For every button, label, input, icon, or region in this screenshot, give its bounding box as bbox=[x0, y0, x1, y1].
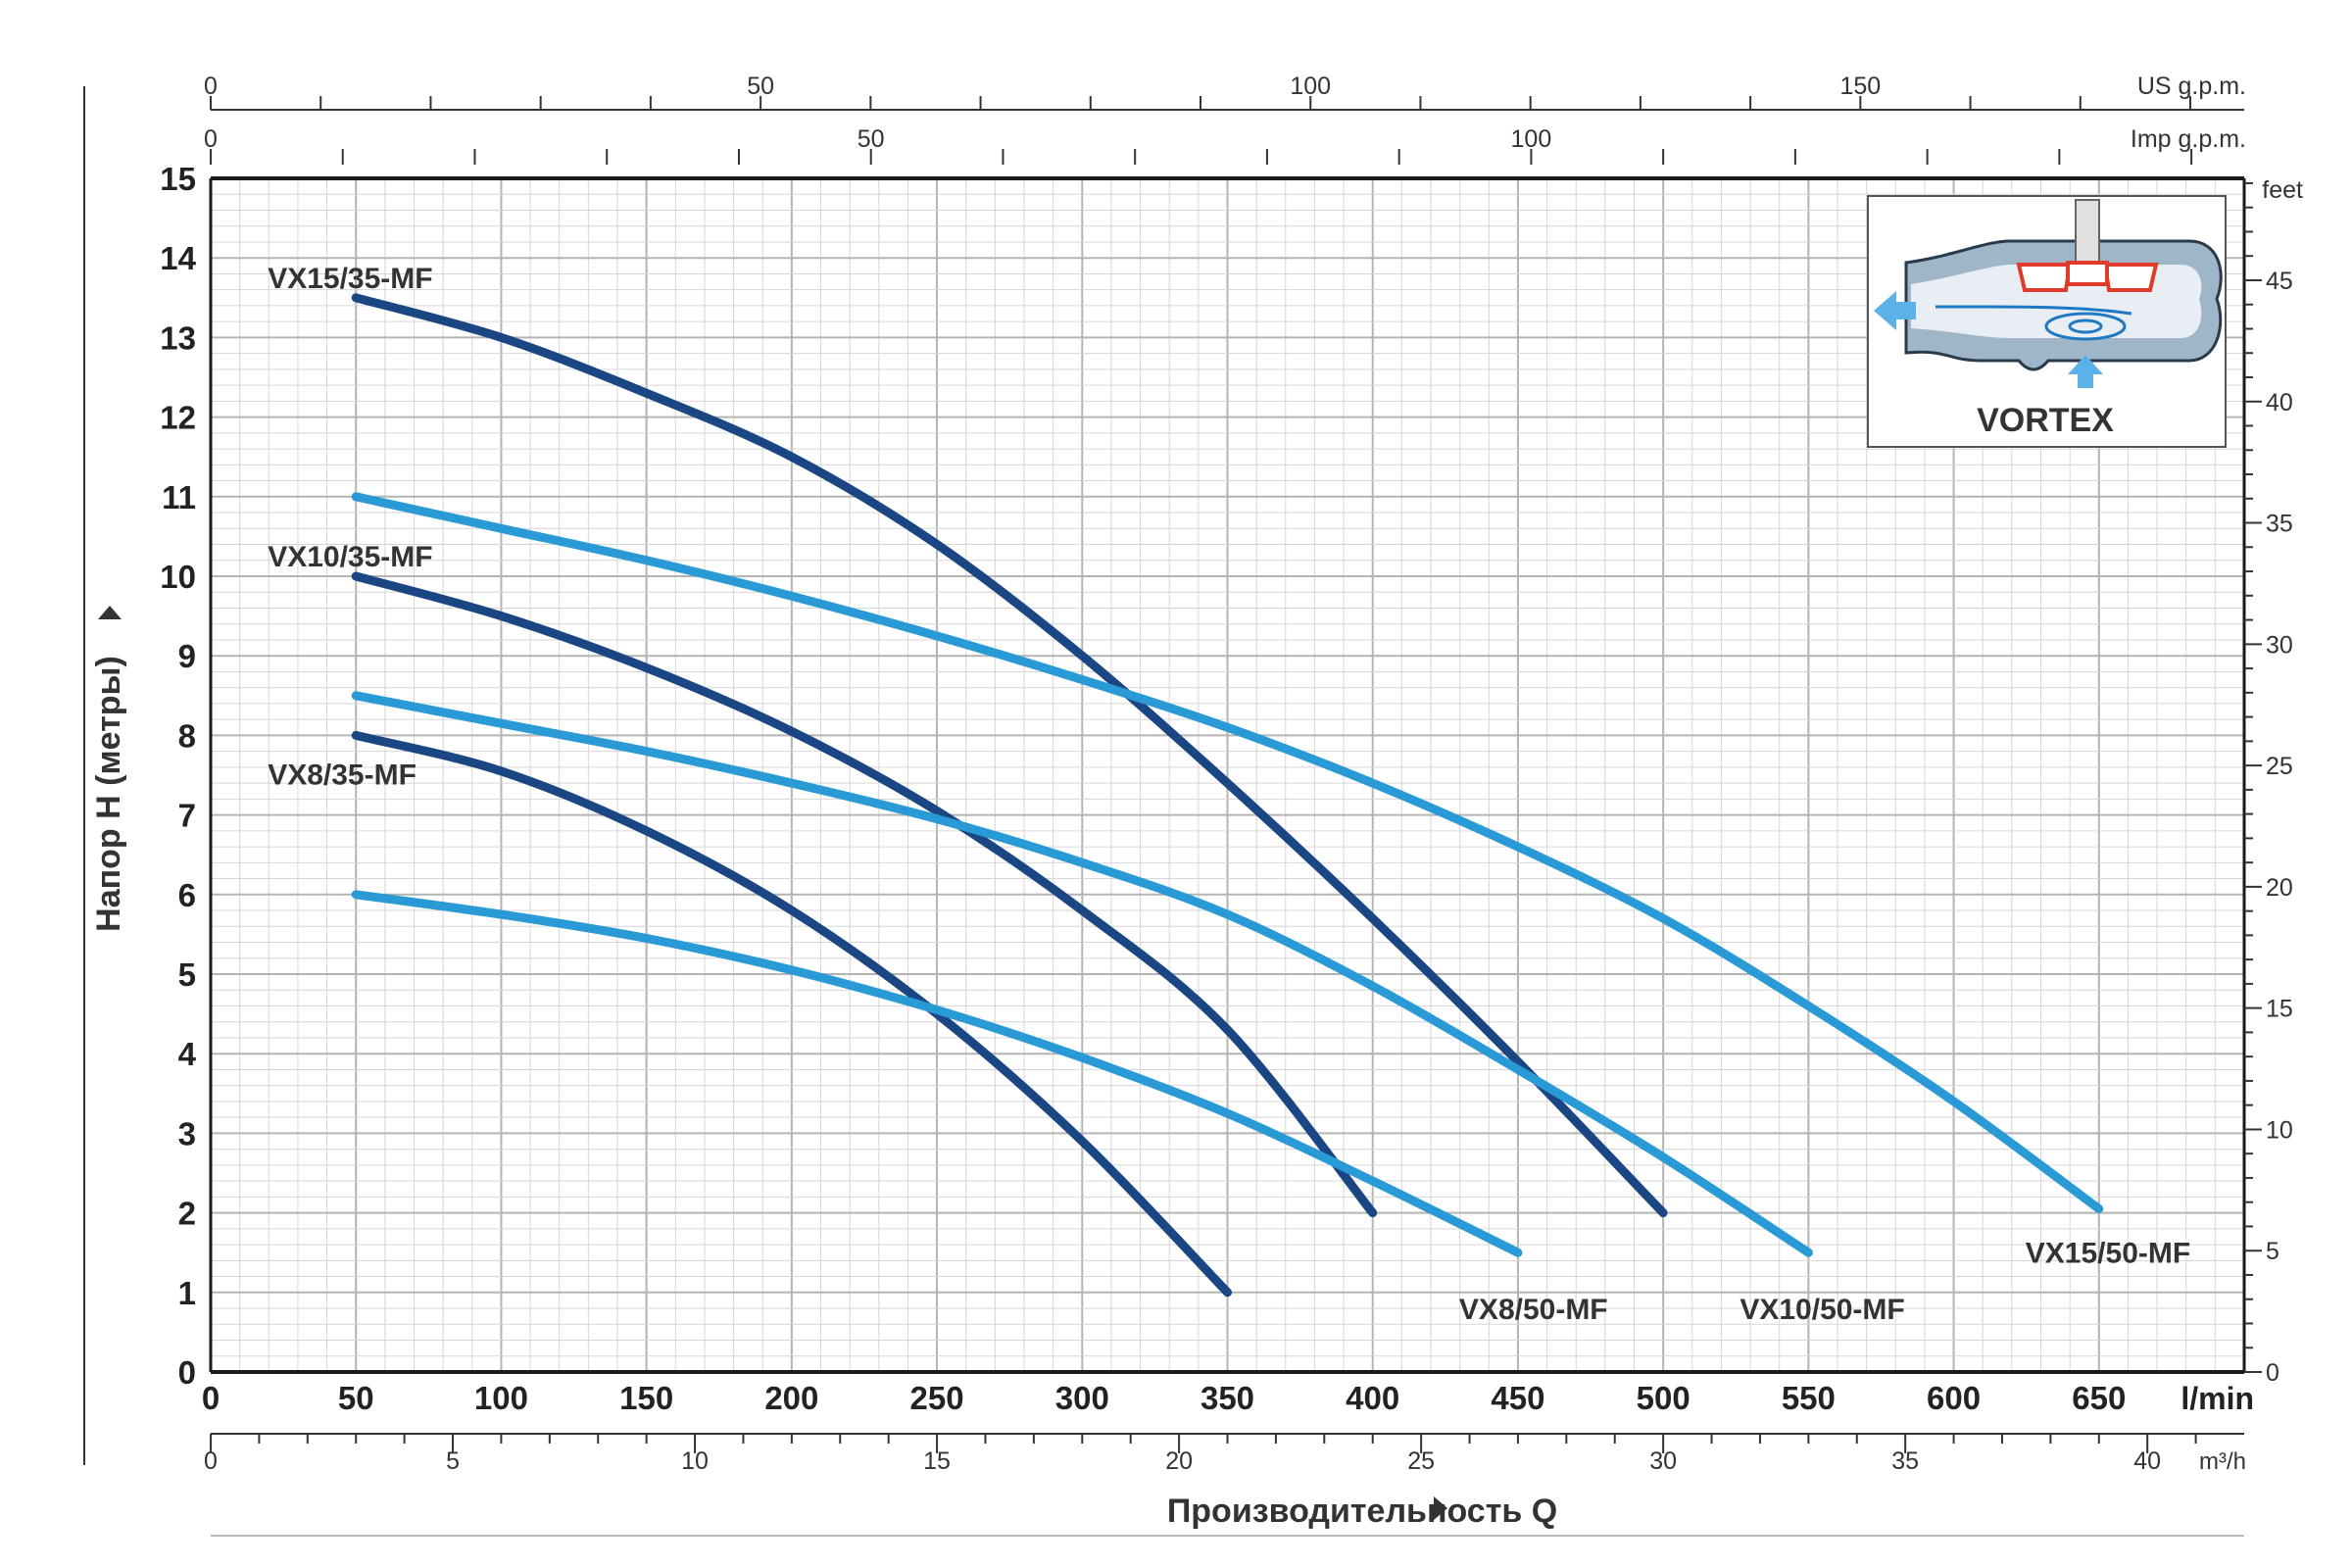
curve-vx15-35-mf bbox=[351, 293, 1668, 1218]
y-tick-label: 13 bbox=[160, 319, 196, 356]
imp-gpm-tick-label: 0 bbox=[204, 125, 218, 153]
x-tick-label: 400 bbox=[1346, 1380, 1399, 1416]
x-tick-label: 350 bbox=[1200, 1380, 1254, 1416]
x-tick-label: 200 bbox=[764, 1380, 818, 1416]
m3h-tick-label: 15 bbox=[923, 1447, 951, 1475]
label-vx10-35-mf: VX10/35-MF bbox=[268, 541, 432, 573]
feet-tick-label: 15 bbox=[2266, 996, 2293, 1023]
x-axis-title: Производительность Q bbox=[1167, 1493, 1557, 1530]
x-tick-label: 100 bbox=[474, 1380, 528, 1416]
y-tick-label: 6 bbox=[178, 877, 196, 913]
y-tick-label: 0 bbox=[178, 1354, 196, 1391]
m3h-tick-label: 40 bbox=[2133, 1447, 2161, 1475]
x-tick-label: 0 bbox=[202, 1380, 220, 1416]
x-tick-label: 50 bbox=[338, 1380, 374, 1416]
m3h-tick-label: 25 bbox=[1407, 1447, 1435, 1475]
y-tick-label: 4 bbox=[178, 1036, 197, 1072]
us-gpm-tick-label: 50 bbox=[747, 73, 774, 100]
axes: 0123456789101112131415051015202530354045… bbox=[90, 73, 2303, 1530]
curve-vx15-50-mf bbox=[351, 492, 2104, 1213]
feet-tick-label: 20 bbox=[2266, 874, 2293, 902]
label-vx8-50-mf: VX8/50-MF bbox=[1459, 1294, 1608, 1326]
us-gpm-unit-label: US g.p.m. bbox=[2137, 73, 2246, 100]
feet-tick-label: 45 bbox=[2266, 268, 2293, 295]
vortex-inset: VORTEX bbox=[1867, 195, 2227, 448]
feet-tick-label: 25 bbox=[2266, 753, 2293, 780]
m3h-unit-label: m³/h bbox=[2199, 1448, 2246, 1475]
label-vx8-35-mf: VX8/35-MF bbox=[268, 759, 416, 791]
y-axis-arrow-icon bbox=[98, 606, 122, 619]
y-tick-label: 12 bbox=[160, 400, 196, 436]
curve-vx8-35-mf bbox=[351, 730, 1232, 1298]
feet-tick-label: 30 bbox=[2266, 631, 2293, 659]
us-gpm-tick-label: 150 bbox=[1839, 73, 1881, 100]
y-tick-label: 2 bbox=[178, 1196, 196, 1232]
y-tick-label: 14 bbox=[160, 240, 196, 276]
vortex-impeller-icon bbox=[1874, 199, 2223, 388]
lmin-unit-label: l/min bbox=[2180, 1381, 2254, 1416]
imp-gpm-unit-label: Imp g.p.m. bbox=[2131, 125, 2246, 153]
x-axis-arrow-icon bbox=[1434, 1496, 1447, 1520]
y-tick-label: 5 bbox=[178, 956, 196, 993]
m3h-tick-label: 20 bbox=[1165, 1447, 1193, 1475]
y-tick-label: 7 bbox=[178, 798, 196, 834]
x-tick-label: 150 bbox=[619, 1380, 673, 1416]
feet-tick-label: 10 bbox=[2266, 1116, 2293, 1144]
us-gpm-tick-label: 0 bbox=[204, 73, 218, 100]
y-tick-label: 15 bbox=[160, 161, 196, 197]
curve-vx10-50-mf bbox=[351, 691, 1813, 1257]
pump-curves bbox=[351, 293, 2104, 1298]
m3h-tick-label: 10 bbox=[681, 1447, 709, 1475]
y-tick-label: 3 bbox=[178, 1115, 196, 1152]
m3h-tick-label: 0 bbox=[204, 1447, 218, 1475]
x-tick-label: 650 bbox=[2072, 1380, 2126, 1416]
plot-frame bbox=[83, 86, 2246, 1537]
y-tick-label: 10 bbox=[160, 559, 196, 595]
feet-tick-label: 5 bbox=[2266, 1238, 2279, 1265]
label-vx10-50-mf: VX10/50-MF bbox=[1740, 1294, 1904, 1326]
imp-gpm-tick-label: 100 bbox=[1511, 125, 1552, 153]
y-tick-label: 9 bbox=[178, 638, 196, 674]
us-gpm-tick-label: 100 bbox=[1290, 73, 1331, 100]
y-tick-label: 11 bbox=[162, 479, 196, 515]
y-axis-title: Напор H (метры) bbox=[90, 656, 127, 932]
x-tick-label: 500 bbox=[1637, 1380, 1690, 1416]
curve-vx8-50-mf bbox=[351, 890, 1523, 1257]
x-tick-label: 450 bbox=[1491, 1380, 1544, 1416]
x-tick-label: 550 bbox=[1782, 1380, 1836, 1416]
m3h-tick-label: 5 bbox=[446, 1447, 460, 1475]
y-tick-label: 8 bbox=[178, 717, 196, 754]
feet-unit-label: feet bbox=[2262, 176, 2303, 204]
m3h-tick-label: 30 bbox=[1649, 1447, 1677, 1475]
feet-tick-label: 35 bbox=[2266, 511, 2293, 538]
vortex-label: VORTEX bbox=[1977, 402, 2114, 439]
label-vx15-50-mf: VX15/50-MF bbox=[2026, 1238, 2190, 1270]
x-tick-label: 300 bbox=[1055, 1380, 1109, 1416]
feet-tick-label: 40 bbox=[2266, 389, 2293, 416]
label-vx15-35-mf: VX15/35-MF bbox=[268, 263, 432, 295]
imp-gpm-tick-label: 50 bbox=[858, 125, 885, 153]
curve-labels: VX15/35-MF VX10/35-MF VX8/35-MF VX15/50-MF V… bbox=[268, 263, 2190, 1326]
x-tick-label: 600 bbox=[1927, 1380, 1981, 1416]
feet-tick-label: 0 bbox=[2266, 1359, 2279, 1387]
x-tick-label: 250 bbox=[910, 1380, 964, 1416]
m3h-tick-label: 35 bbox=[1891, 1447, 1919, 1475]
y-tick-label: 1 bbox=[178, 1275, 196, 1311]
curve-vx10-35-mf bbox=[351, 571, 1378, 1218]
